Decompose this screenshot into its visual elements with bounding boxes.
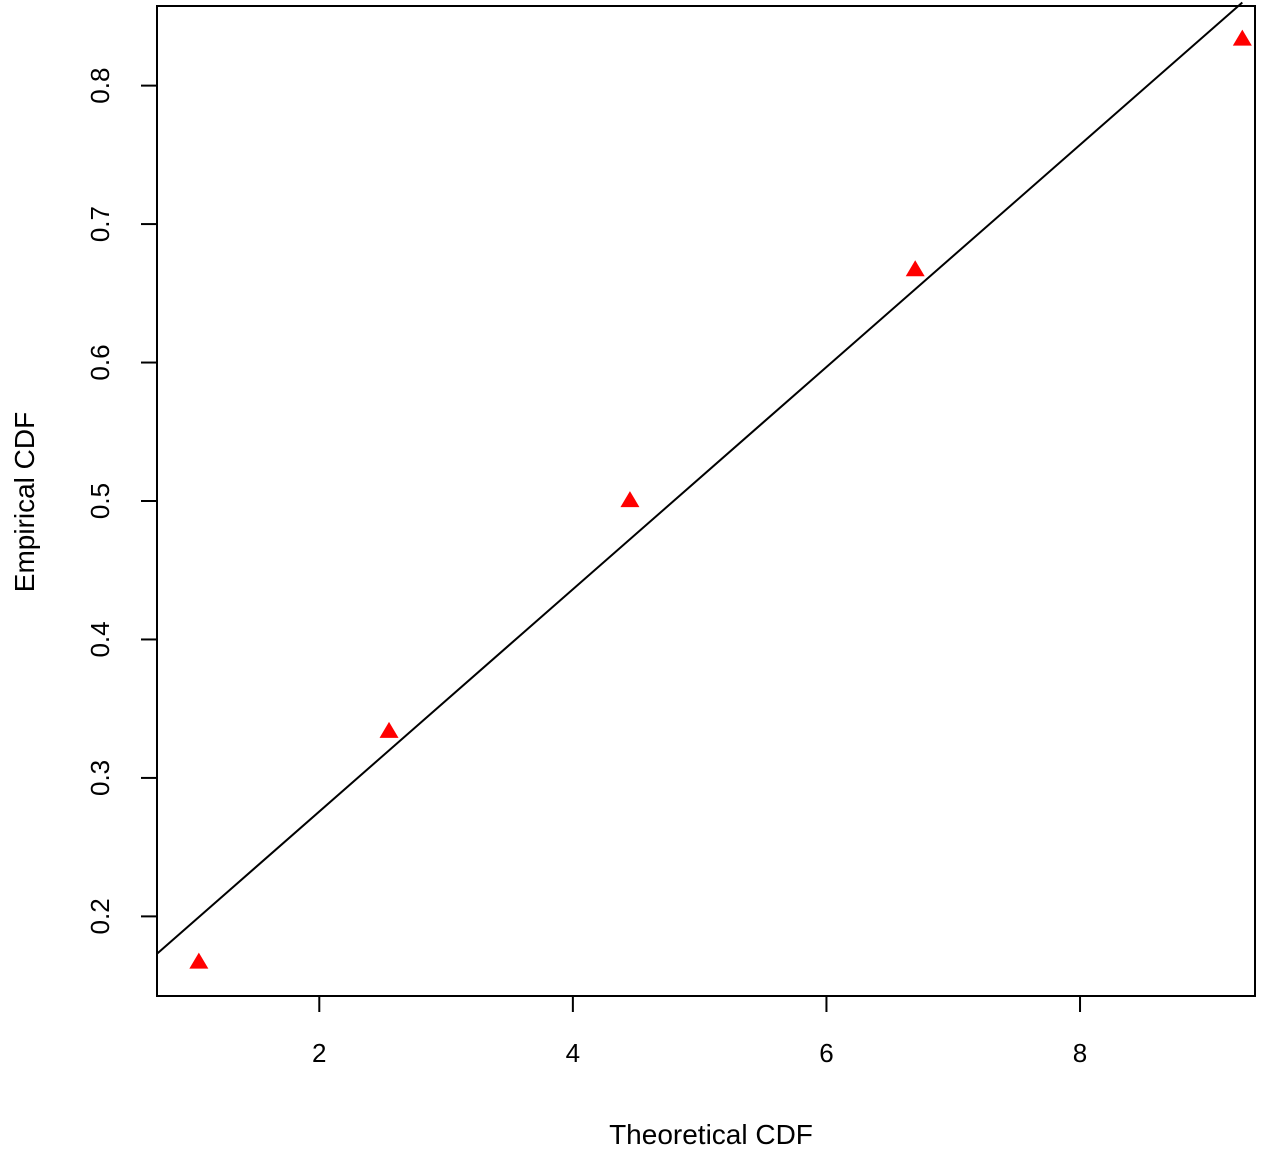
y-tick-label: 0.5 [85, 483, 115, 519]
y-tick-label: 0.2 [85, 898, 115, 934]
data-point-triangle [189, 952, 209, 969]
x-tick-label: 6 [819, 1038, 833, 1068]
y-tick-label: 0.8 [85, 68, 115, 104]
data-point-triangle [1232, 29, 1252, 46]
y-tick-label: 0.4 [85, 621, 115, 657]
y-axis-title: Empirical CDF [9, 412, 40, 592]
x-axis: 2 4 6 8 [312, 995, 1087, 1068]
x-tick-label: 8 [1073, 1038, 1087, 1068]
x-tick-label: 4 [566, 1038, 580, 1068]
y-axis: 0.2 0.3 0.4 0.5 0.6 0.7 0.8 [85, 68, 158, 934]
data-points [189, 29, 1252, 969]
data-point-triangle [905, 260, 925, 277]
x-axis-title: Theoretical CDF [609, 1119, 813, 1150]
x-tick-label: 2 [312, 1038, 326, 1068]
reference-line [156, 1, 1243, 955]
y-tick-label: 0.3 [85, 760, 115, 796]
y-tick-label: 0.7 [85, 206, 115, 242]
data-point-triangle [379, 721, 399, 738]
y-tick-label: 0.6 [85, 344, 115, 380]
data-point-triangle [620, 491, 640, 508]
plot-frame [156, 5, 1256, 997]
reference-line-group [156, 1, 1243, 955]
